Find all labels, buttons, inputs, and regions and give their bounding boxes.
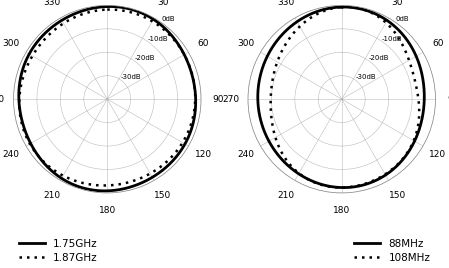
108MHz (414, 84, 419, 87)
Legend: 88MHz, 108MHz: 88MHz, 108MHz (354, 239, 430, 263)
108MHz (270, 125, 275, 128)
1.75GHz (23, 130, 28, 133)
1.75GHz (57, 20, 62, 23)
1.75GHz (105, 5, 110, 8)
1.87GHz (134, 178, 140, 181)
1.75GHz (193, 106, 198, 109)
1.75GHz (105, 5, 110, 8)
108MHz (293, 169, 299, 172)
108MHz (350, 6, 356, 9)
1.87GHz (192, 105, 198, 109)
1.87GHz (136, 13, 141, 16)
1.75GHz (20, 121, 25, 124)
88MHz (292, 21, 298, 25)
Line: 1.75GHz: 1.75GHz (19, 6, 196, 191)
1.87GHz (22, 130, 27, 133)
1.87GHz (105, 8, 110, 11)
Legend: 1.75GHz, 1.87GHz: 1.75GHz, 1.87GHz (19, 239, 98, 263)
Line: 1.87GHz: 1.87GHz (19, 10, 195, 185)
1.87GHz (191, 82, 197, 85)
108MHz (295, 27, 301, 30)
108MHz (343, 186, 348, 189)
88MHz (261, 128, 266, 131)
88MHz (339, 5, 344, 9)
108MHz (268, 94, 273, 97)
1.87GHz (107, 184, 113, 187)
88MHz (342, 186, 347, 189)
1.87GHz (59, 23, 64, 26)
Line: 88MHz: 88MHz (258, 7, 424, 188)
88MHz (292, 169, 297, 173)
88MHz (350, 6, 356, 9)
1.75GHz (126, 7, 131, 10)
1.75GHz (191, 82, 197, 85)
88MHz (421, 106, 427, 109)
1.75GHz (108, 189, 114, 192)
88MHz (421, 105, 427, 108)
88MHz (421, 83, 426, 86)
Line: 108MHz: 108MHz (271, 7, 419, 188)
1.75GHz (55, 174, 61, 177)
108MHz (339, 5, 344, 9)
108MHz (339, 5, 344, 9)
108MHz (416, 105, 422, 108)
1.87GHz (56, 172, 62, 175)
1.87GHz (105, 8, 110, 11)
88MHz (339, 5, 344, 9)
